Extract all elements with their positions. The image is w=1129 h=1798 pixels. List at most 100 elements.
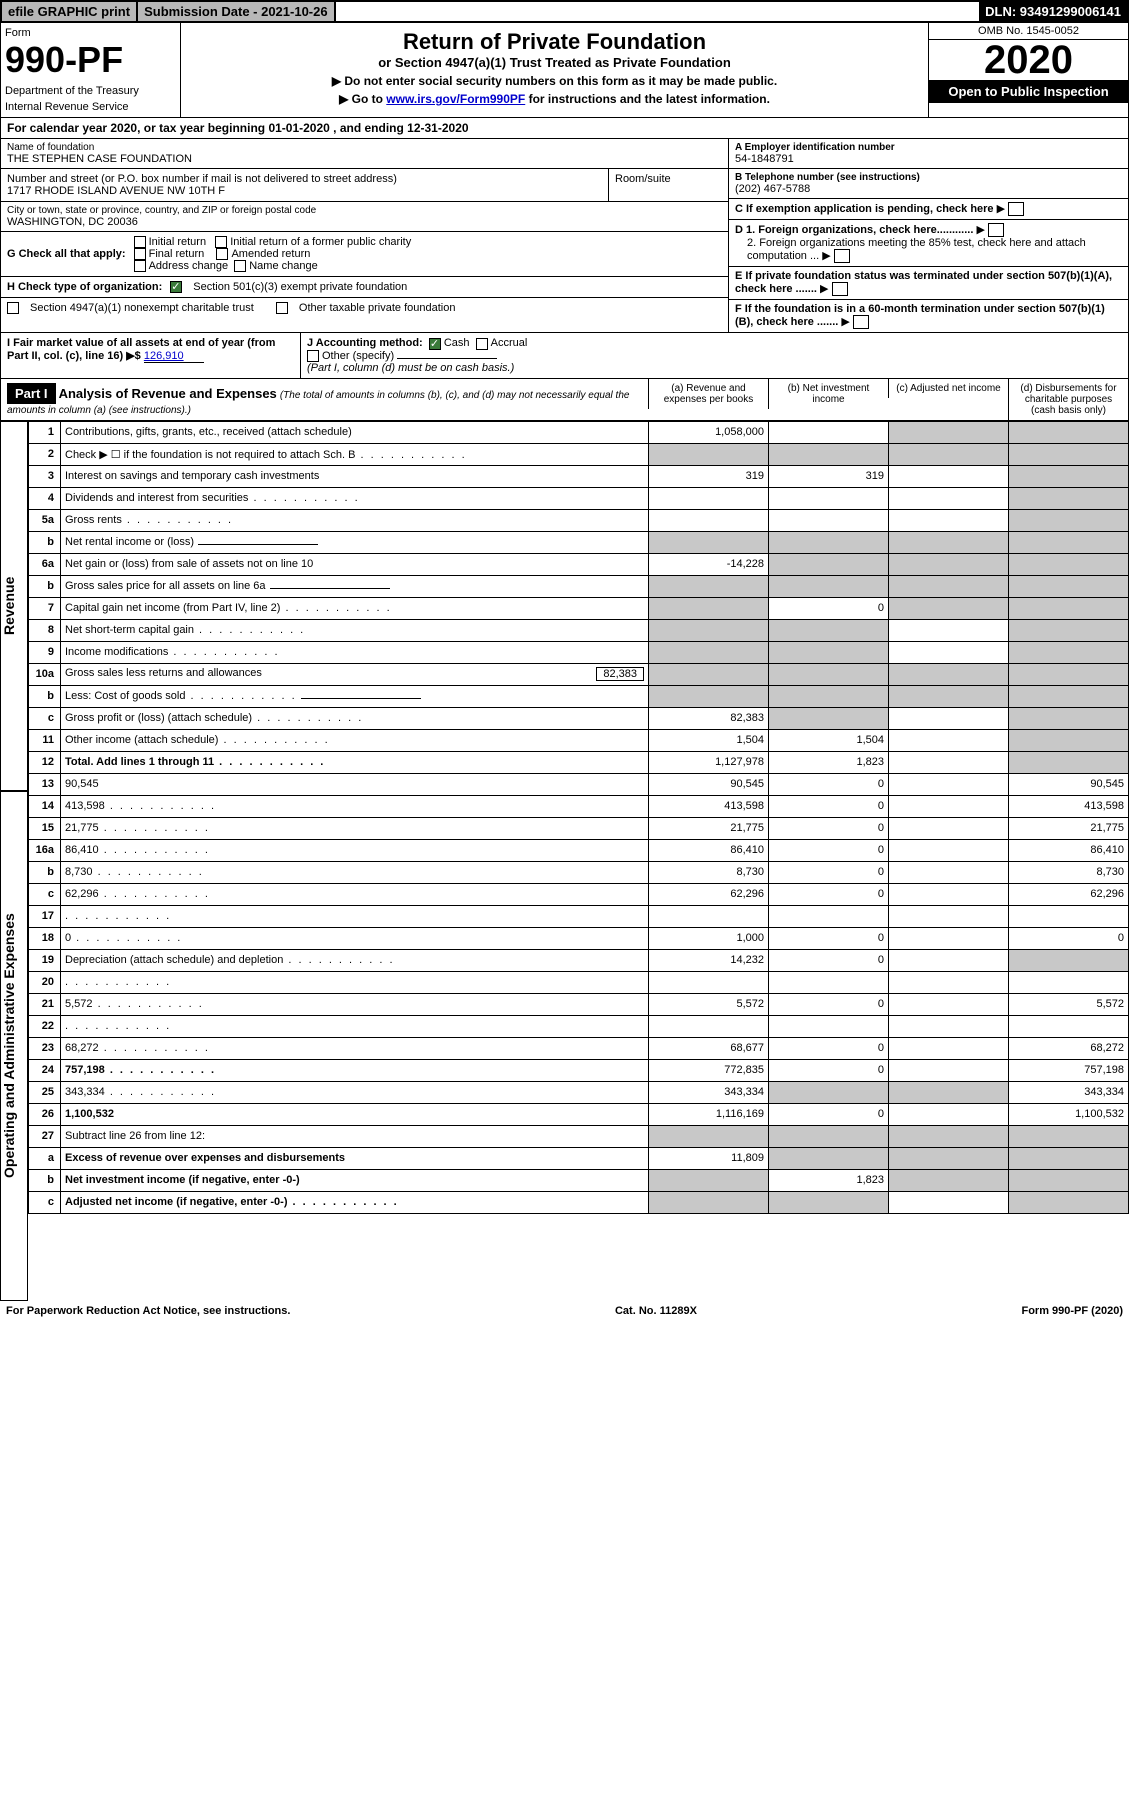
d1-label: D 1. Foreign organizations, check here..… — [735, 224, 973, 236]
cell-d — [1009, 575, 1129, 597]
footer: For Paperwork Reduction Act Notice, see … — [0, 1301, 1129, 1321]
cell-b: 0 — [769, 927, 889, 949]
cell-c — [889, 883, 1009, 905]
line-desc: Check ▶ ☐ if the foundation is not requi… — [61, 443, 649, 465]
form-title: Return of Private Foundation — [187, 29, 922, 55]
cell-d — [1009, 619, 1129, 641]
cell-b — [769, 553, 889, 575]
checkbox-final[interactable] — [134, 248, 146, 260]
cell-b — [769, 509, 889, 531]
line-desc: 0 — [61, 927, 649, 949]
table-row: 17 — [29, 905, 1129, 927]
checkbox-other[interactable] — [307, 350, 319, 362]
table-row: bNet rental income or (loss) — [29, 531, 1129, 553]
checkbox-amended[interactable] — [216, 248, 228, 260]
line-desc: Net short-term capital gain — [61, 619, 649, 641]
checkbox-501c3[interactable] — [170, 281, 182, 293]
table-row: 12Total. Add lines 1 through 111,127,978… — [29, 751, 1129, 773]
line-desc: Income modifications — [61, 641, 649, 663]
col-c: (c) Adjusted net income — [888, 379, 1008, 398]
line-num: 13 — [29, 773, 61, 795]
cell-b — [769, 663, 889, 685]
cell-d: 343,334 — [1009, 1081, 1129, 1103]
cell-c — [889, 465, 1009, 487]
cell-d — [1009, 597, 1129, 619]
checkbox-other-tax[interactable] — [276, 302, 288, 314]
cell-a: 1,000 — [649, 927, 769, 949]
info-section: Name of foundation THE STEPHEN CASE FOUN… — [0, 139, 1129, 333]
line-num: 21 — [29, 993, 61, 1015]
line-num: 16a — [29, 839, 61, 861]
cell-b — [769, 1015, 889, 1037]
cell-c — [889, 619, 1009, 641]
cell-c — [889, 993, 1009, 1015]
line-num: 27 — [29, 1125, 61, 1147]
cell-c — [889, 553, 1009, 575]
cell-a: 62,296 — [649, 883, 769, 905]
line-desc: Gross sales less returns and allowances8… — [61, 663, 649, 685]
cell-a: 8,730 — [649, 861, 769, 883]
line-num: 4 — [29, 487, 61, 509]
cell-d: 0 — [1009, 927, 1129, 949]
cell-d — [1009, 751, 1129, 773]
table-row: b8,7308,73008,730 — [29, 861, 1129, 883]
j-label: J Accounting method: — [307, 337, 423, 349]
cell-c — [889, 1103, 1009, 1125]
table-row: bNet investment income (if negative, ent… — [29, 1169, 1129, 1191]
cell-d — [1009, 1125, 1129, 1147]
cell-a — [649, 663, 769, 685]
checkbox-c[interactable] — [1008, 202, 1024, 216]
cell-d: 413,598 — [1009, 795, 1129, 817]
footer-mid: Cat. No. 11289X — [615, 1305, 697, 1317]
phone-label: B Telephone number (see instructions) — [735, 172, 1122, 183]
cell-c — [889, 949, 1009, 971]
cell-b: 1,504 — [769, 729, 889, 751]
cell-a — [649, 971, 769, 993]
ij-row: I Fair market value of all assets at end… — [0, 333, 1129, 378]
checkbox-addr-change[interactable] — [134, 260, 146, 272]
efile-label[interactable]: efile GRAPHIC print — [2, 2, 138, 21]
line-desc — [61, 905, 649, 927]
cell-b — [769, 1191, 889, 1213]
checkbox-d2[interactable] — [834, 249, 850, 263]
footer-right: Form 990-PF (2020) — [1021, 1305, 1123, 1317]
line-num: 1 — [29, 421, 61, 443]
cell-b — [769, 1125, 889, 1147]
name-label: Name of foundation — [7, 142, 722, 153]
cell-a: 1,058,000 — [649, 421, 769, 443]
line-desc: Excess of revenue over expenses and disb… — [61, 1147, 649, 1169]
table-row: 1801,00000 — [29, 927, 1129, 949]
table-row: bGross sales price for all assets on lin… — [29, 575, 1129, 597]
checkbox-4947[interactable] — [7, 302, 19, 314]
line-desc — [61, 1015, 649, 1037]
checkbox-accrual[interactable] — [476, 338, 488, 350]
cell-a: 11,809 — [649, 1147, 769, 1169]
cell-b: 0 — [769, 949, 889, 971]
cell-b — [769, 487, 889, 509]
line-desc: 413,598 — [61, 795, 649, 817]
line-num: 22 — [29, 1015, 61, 1037]
checkbox-e[interactable] — [832, 282, 848, 296]
table-row: cAdjusted net income (if negative, enter… — [29, 1191, 1129, 1213]
line-desc: Less: Cost of goods sold — [61, 685, 649, 707]
fmv-value[interactable]: 126,910 — [144, 350, 204, 363]
checkbox-d1[interactable] — [988, 223, 1004, 237]
cell-c — [889, 1169, 1009, 1191]
col-a: (a) Revenue and expenses per books — [648, 379, 768, 409]
checkbox-initial-former[interactable] — [215, 236, 227, 248]
line-desc: Depreciation (attach schedule) and deple… — [61, 949, 649, 971]
checkbox-name-change[interactable] — [234, 260, 246, 272]
cell-b: 0 — [769, 993, 889, 1015]
cell-d — [1009, 1147, 1129, 1169]
checkbox-cash[interactable] — [429, 338, 441, 350]
cell-b — [769, 421, 889, 443]
line-num: b — [29, 575, 61, 597]
checkbox-f[interactable] — [853, 315, 869, 329]
table-row: 1390,54590,545090,545 — [29, 773, 1129, 795]
checkbox-initial[interactable] — [134, 236, 146, 248]
cell-a: 68,677 — [649, 1037, 769, 1059]
cell-d — [1009, 905, 1129, 927]
cell-c — [889, 905, 1009, 927]
irs-link[interactable]: www.irs.gov/Form990PF — [386, 92, 525, 106]
line-num: 15 — [29, 817, 61, 839]
